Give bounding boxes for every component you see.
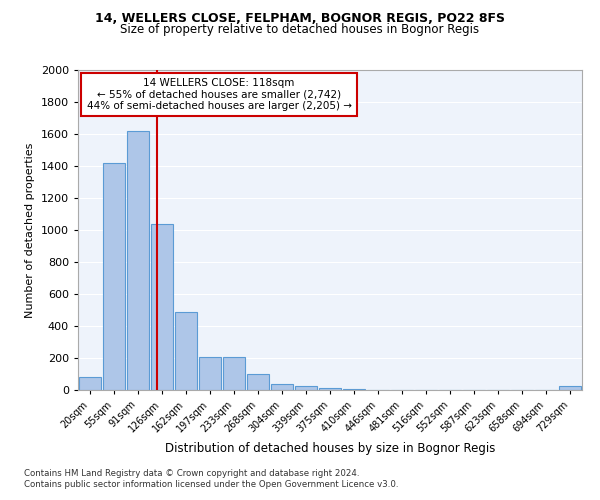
Y-axis label: Number of detached properties: Number of detached properties [25, 142, 35, 318]
Bar [559, 386, 581, 390]
Bar [223, 357, 245, 390]
Bar [247, 374, 269, 390]
Bar [175, 312, 197, 390]
Bar [103, 163, 125, 390]
Bar [271, 384, 293, 390]
Bar [79, 377, 101, 390]
Bar [343, 389, 365, 390]
Bar [127, 131, 149, 390]
Bar [295, 386, 317, 390]
Bar [319, 388, 341, 390]
Text: Size of property relative to detached houses in Bognor Regis: Size of property relative to detached ho… [121, 22, 479, 36]
Text: Contains HM Land Registry data © Crown copyright and database right 2024.: Contains HM Land Registry data © Crown c… [24, 468, 359, 477]
Text: Contains public sector information licensed under the Open Government Licence v3: Contains public sector information licen… [24, 480, 398, 489]
X-axis label: Distribution of detached houses by size in Bognor Regis: Distribution of detached houses by size … [165, 442, 495, 456]
Text: 14 WELLERS CLOSE: 118sqm
← 55% of detached houses are smaller (2,742)
44% of sem: 14 WELLERS CLOSE: 118sqm ← 55% of detach… [86, 78, 352, 111]
Bar [151, 224, 173, 390]
Text: 14, WELLERS CLOSE, FELPHAM, BOGNOR REGIS, PO22 8FS: 14, WELLERS CLOSE, FELPHAM, BOGNOR REGIS… [95, 12, 505, 26]
Bar [199, 357, 221, 390]
